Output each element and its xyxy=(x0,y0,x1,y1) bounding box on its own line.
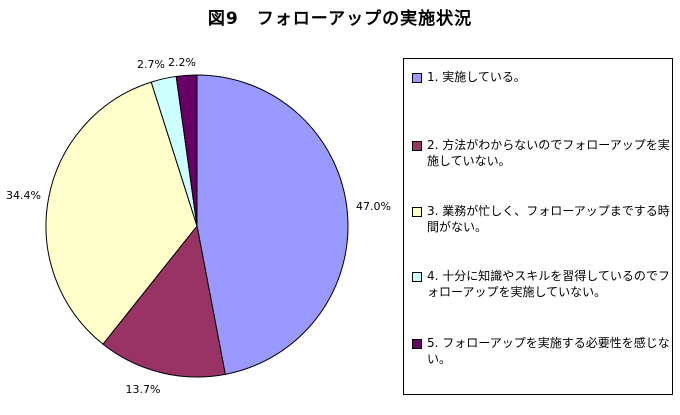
data-label-1: 47.0% xyxy=(356,200,391,213)
data-label-4: 2.7% xyxy=(137,58,165,71)
legend-label-3: 3. 業務が忙しく、フォローアップまでする時間がない。 xyxy=(427,204,670,234)
legend-swatch-3 xyxy=(412,207,422,217)
data-label-2: 13.7% xyxy=(126,383,161,396)
pie-slice-1 xyxy=(196,74,349,375)
legend-label-2: 2. 方法がわからないのでフォローアップを実施していない。 xyxy=(427,138,670,168)
legend-swatch-1 xyxy=(412,73,422,83)
legend-swatch-2 xyxy=(412,141,422,151)
pie-slice-5 xyxy=(175,74,198,227)
data-label-3: 34.4% xyxy=(6,189,41,202)
legend-label-1: 1. 実施している。 xyxy=(427,70,526,84)
legend-swatch-4 xyxy=(412,272,422,282)
pie-slice-2 xyxy=(102,224,226,378)
pie-slice-3 xyxy=(45,81,198,345)
chart-title: 図9 フォローアップの実施状況 xyxy=(207,9,473,29)
data-label-5: 2.2% xyxy=(168,56,196,69)
legend-label-4: 4. 十分に知識やスキルを習得しているのでフォローアップを実施していない。 xyxy=(427,269,670,299)
legend-label-5: 5. フォローアップを実施する必要性を感じない。 xyxy=(427,336,670,366)
legend-swatch-5 xyxy=(412,339,422,349)
legend: 1. 実施している。 2. 方法がわからないのでフォローアップを実施していない。… xyxy=(403,58,673,395)
